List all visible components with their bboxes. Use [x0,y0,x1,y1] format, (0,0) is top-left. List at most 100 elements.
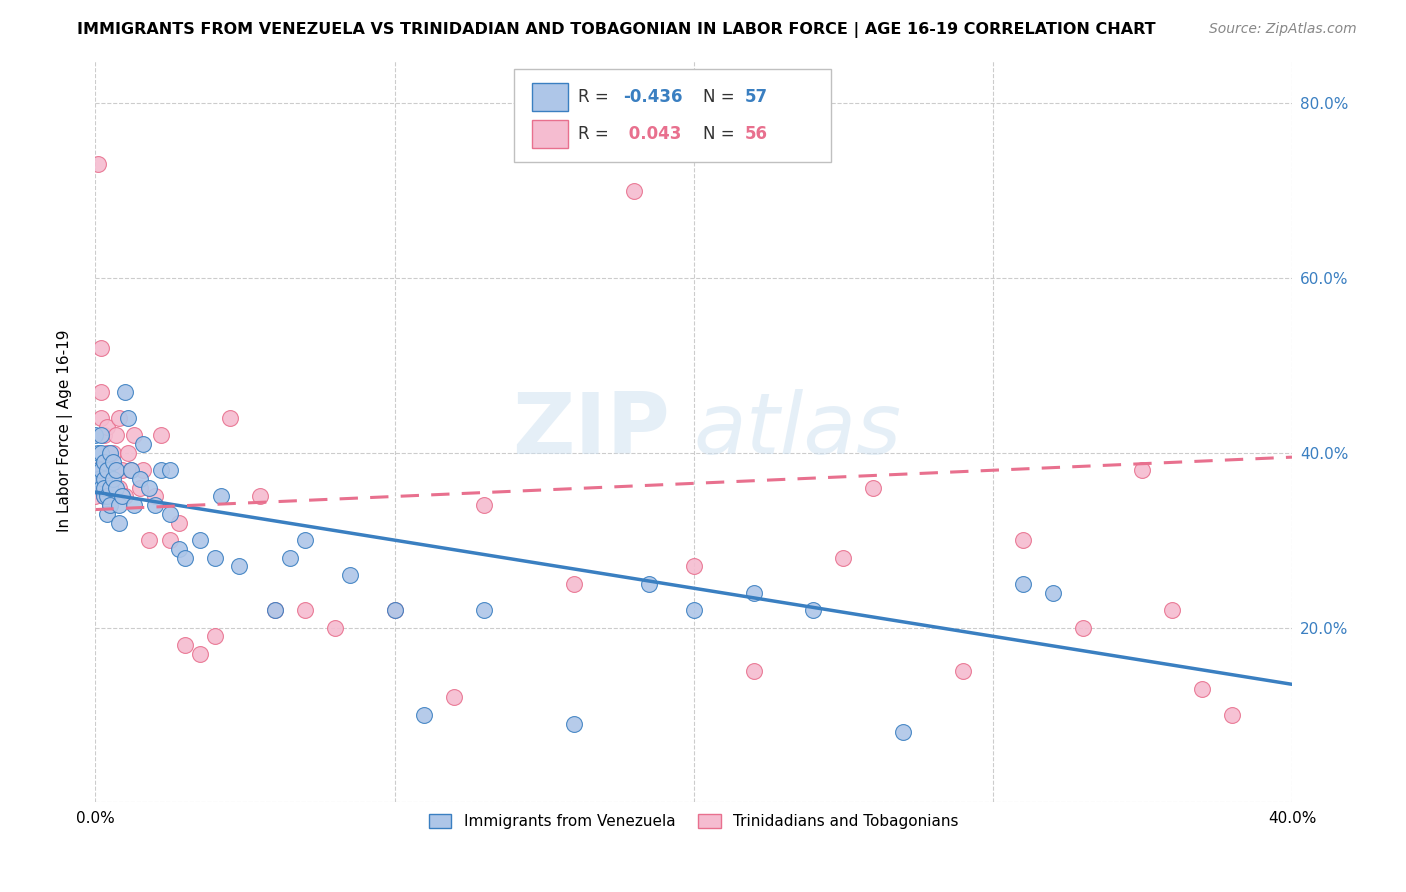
Point [90,341,112,355]
Point [108,410,131,425]
Point [105,463,128,477]
Point [174,550,197,565]
Point [90,446,112,460]
Point [103,446,125,460]
Point [264,603,287,617]
Point [124,498,146,512]
Point [93,490,115,504]
Point [93,472,115,486]
Point [1011,533,1033,548]
Point [832,550,855,565]
Point [143,498,166,512]
Text: -0.436: -0.436 [623,87,682,106]
Point [188,533,211,548]
Point [294,533,316,548]
Point [120,463,142,477]
Text: Source: ZipAtlas.com: Source: ZipAtlas.com [1209,22,1357,37]
Point [132,437,155,451]
Point [98,463,121,477]
Point [96,463,118,477]
Text: 57: 57 [745,87,768,106]
Point [891,725,914,739]
Point [98,498,121,512]
Point [384,603,406,617]
Point [249,490,271,504]
Point [90,463,112,477]
Point [114,490,136,504]
Point [90,481,112,495]
Point [87,446,110,460]
Point [623,184,645,198]
Point [98,498,121,512]
Point [108,481,131,495]
Point [96,446,118,460]
Point [167,541,190,556]
Point [682,559,704,574]
Text: R =: R = [578,125,613,143]
Point [413,707,436,722]
Point [801,603,824,617]
Point [472,498,495,512]
Point [278,550,301,565]
Point [219,410,242,425]
Point [384,603,406,617]
Point [132,463,155,477]
Point [98,481,121,495]
Point [93,463,115,477]
FancyBboxPatch shape [531,120,568,148]
Point [167,516,190,530]
Point [111,463,134,477]
Point [682,603,704,617]
FancyBboxPatch shape [531,83,568,111]
Point [87,463,110,477]
Point [228,559,250,574]
Point [204,550,226,565]
Point [204,629,226,643]
Point [117,446,139,460]
Point [93,490,115,504]
Point [87,472,110,486]
Point [90,428,112,442]
Point [143,490,166,504]
Point [637,577,659,591]
Point [129,481,152,495]
Point [105,463,128,477]
Point [90,384,112,399]
Point [93,481,115,495]
Point [103,472,125,486]
Text: R =: R = [578,87,613,106]
Point [150,428,173,442]
Point [96,507,118,521]
Point [108,498,131,512]
Point [174,638,197,652]
Point [103,481,125,495]
Point [90,410,112,425]
Point [87,157,110,171]
Point [93,454,115,468]
Point [562,577,585,591]
Point [96,490,118,504]
Point [138,533,160,548]
Point [1220,707,1243,722]
Point [98,446,121,460]
Point [111,490,134,504]
Point [1132,463,1154,477]
Point [1011,577,1033,591]
Point [264,603,287,617]
Point [1191,681,1213,696]
Point [742,664,765,678]
Point [120,463,142,477]
Point [159,507,181,521]
Point [339,568,361,582]
Point [209,490,232,504]
Point [108,516,131,530]
Point [159,463,181,477]
Point [103,454,125,468]
Point [323,620,346,634]
Point [84,490,107,504]
Point [1071,620,1094,634]
Point [862,481,884,495]
Point [188,647,211,661]
Point [129,472,152,486]
Text: 56: 56 [745,125,768,143]
